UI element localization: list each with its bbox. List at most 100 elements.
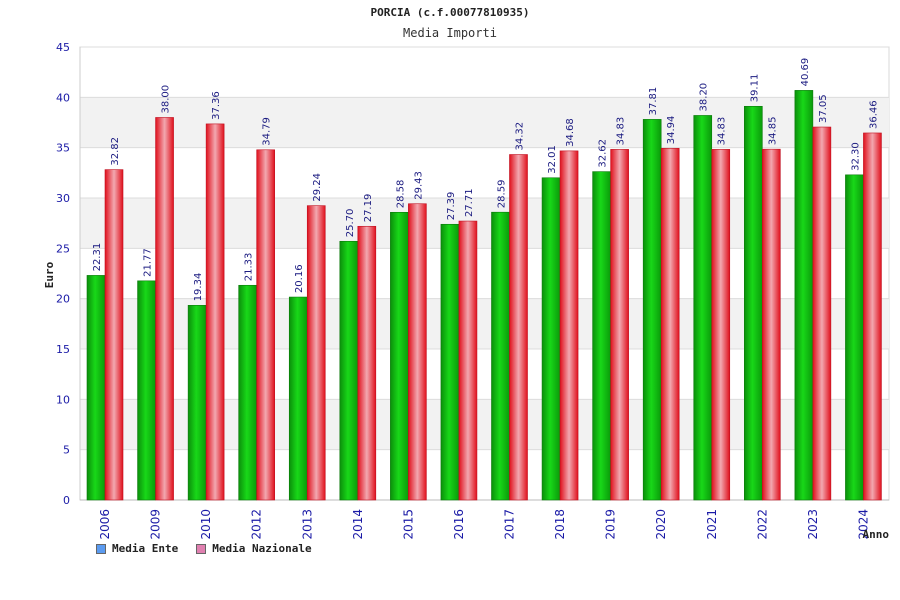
bar-media-nazionale (205, 123, 225, 501)
x-tick-label: 2014 (351, 509, 365, 540)
x-tick-label: 2013 (300, 509, 314, 540)
bar-media-nazionale (509, 154, 528, 501)
bar-media-nazionale (762, 148, 781, 501)
x-tick-label: 2018 (553, 509, 567, 540)
y-tick-label: 15 (56, 343, 70, 356)
bar-media-ente (238, 284, 257, 501)
bar-media-ente (137, 280, 156, 501)
legend-item-nazionale: Media Nazionale (196, 542, 312, 555)
bar-media-ente (642, 119, 662, 501)
bar-media-ente (744, 105, 763, 501)
bar-media-ente (440, 223, 460, 501)
data-label: 22.31 (92, 243, 103, 272)
bar-media-nazionale (104, 169, 124, 501)
y-tick-label: 10 (56, 393, 70, 406)
y-tick-label: 45 (56, 41, 70, 54)
bar-media-ente (288, 296, 308, 501)
data-label: 34.83 (717, 117, 728, 146)
bar-media-ente (592, 171, 611, 501)
data-label: 32.62 (598, 139, 609, 168)
data-label: 37.81 (648, 87, 659, 116)
data-label: 37.05 (818, 94, 829, 123)
data-label: 37.36 (211, 91, 222, 120)
bar-media-nazionale (610, 149, 629, 501)
y-tick-label: 40 (56, 91, 70, 104)
bar-media-nazionale (256, 149, 275, 501)
x-tick-label: 2009 (149, 509, 163, 540)
legend-item-ente: Media Ente (96, 542, 178, 555)
bar-media-nazionale (711, 149, 731, 501)
chart-title: PORCIA (c.f.00077810935) (371, 6, 530, 19)
bar-media-nazionale (458, 220, 478, 501)
y-tick-label: 5 (63, 444, 70, 457)
data-label: 36.46 (868, 100, 879, 129)
bar-media-nazionale (155, 117, 174, 501)
data-label: 38.00 (161, 85, 172, 114)
x-tick-label: 2021 (705, 509, 719, 540)
data-label: 20.16 (294, 264, 305, 293)
x-tick-label: 2006 (98, 509, 112, 540)
data-label: 27.39 (446, 192, 457, 221)
bar-media-nazionale (306, 205, 326, 501)
data-label: 21.77 (143, 248, 154, 277)
data-label: 34.79 (262, 117, 273, 146)
x-tick-label: 2015 (401, 509, 415, 540)
data-label: 38.20 (699, 83, 710, 112)
data-label: 29.24 (312, 173, 323, 202)
x-tick-label: 2010 (199, 509, 213, 540)
x-tick-label: 2016 (452, 509, 466, 540)
data-label: 28.59 (497, 180, 508, 209)
data-label: 34.94 (666, 116, 677, 145)
legend-swatch-ente (96, 543, 106, 554)
data-label: 39.11 (749, 74, 760, 103)
data-label: 21.33 (244, 253, 255, 282)
data-label: 40.69 (800, 58, 811, 87)
bar-media-ente (693, 115, 713, 501)
bar-media-ente (491, 211, 510, 501)
x-tick-label: 2017 (503, 509, 517, 540)
legend-label-nazionale: Media Nazionale (212, 542, 312, 555)
legend-swatch-nazionale (196, 543, 207, 554)
bar-media-nazionale (660, 147, 680, 501)
x-tick-label: 2022 (755, 509, 769, 540)
data-label: 25.70 (345, 209, 356, 238)
bar-media-nazionale (559, 150, 579, 501)
bar-media-nazionale (357, 225, 377, 501)
data-label: 34.83 (616, 117, 627, 146)
data-label: 34.85 (767, 117, 778, 146)
bar-media-nazionale (863, 132, 882, 501)
x-axis-label: Anno (863, 528, 890, 541)
data-label: 19.34 (193, 273, 204, 302)
data-label: 27.19 (363, 194, 374, 223)
data-label: 27.71 (464, 188, 475, 217)
data-label: 32.30 (850, 142, 861, 171)
data-label: 34.32 (515, 122, 526, 151)
bar-media-nazionale (812, 126, 832, 501)
data-label: 32.82 (110, 137, 121, 166)
y-axis-label: Euro (43, 261, 56, 288)
x-tick-label: 2024 (856, 509, 870, 540)
bar-media-ente (390, 211, 409, 501)
y-tick-label: 25 (56, 242, 70, 255)
legend-label-ente: Media Ente (112, 542, 179, 555)
legend: Media Ente Media Nazionale (96, 542, 312, 555)
x-tick-label: 2020 (654, 509, 668, 540)
bar-media-nazionale (408, 203, 427, 501)
y-tick-label: 30 (56, 192, 70, 205)
bar-media-ente (86, 275, 106, 501)
data-label: 28.58 (395, 180, 406, 209)
y-tick-label: 20 (56, 293, 70, 306)
y-tick-label: 35 (56, 142, 70, 155)
data-label: 32.01 (547, 145, 558, 174)
bar-media-ente (541, 177, 561, 501)
x-tick-label: 2023 (806, 509, 820, 540)
bar-media-ente (339, 240, 359, 501)
bars: 22.31 32.82 21.77 38.00 19.34 37.36 21.33 34.79… (86, 58, 882, 501)
bar-media-ente (794, 90, 814, 501)
chart-subtitle: Media Importi (403, 26, 497, 40)
y-tick-label: 0 (63, 494, 70, 507)
x-tick-label: 2019 (604, 509, 618, 540)
x-tick-label: 2012 (250, 509, 264, 540)
data-label: 34.68 (565, 118, 576, 147)
